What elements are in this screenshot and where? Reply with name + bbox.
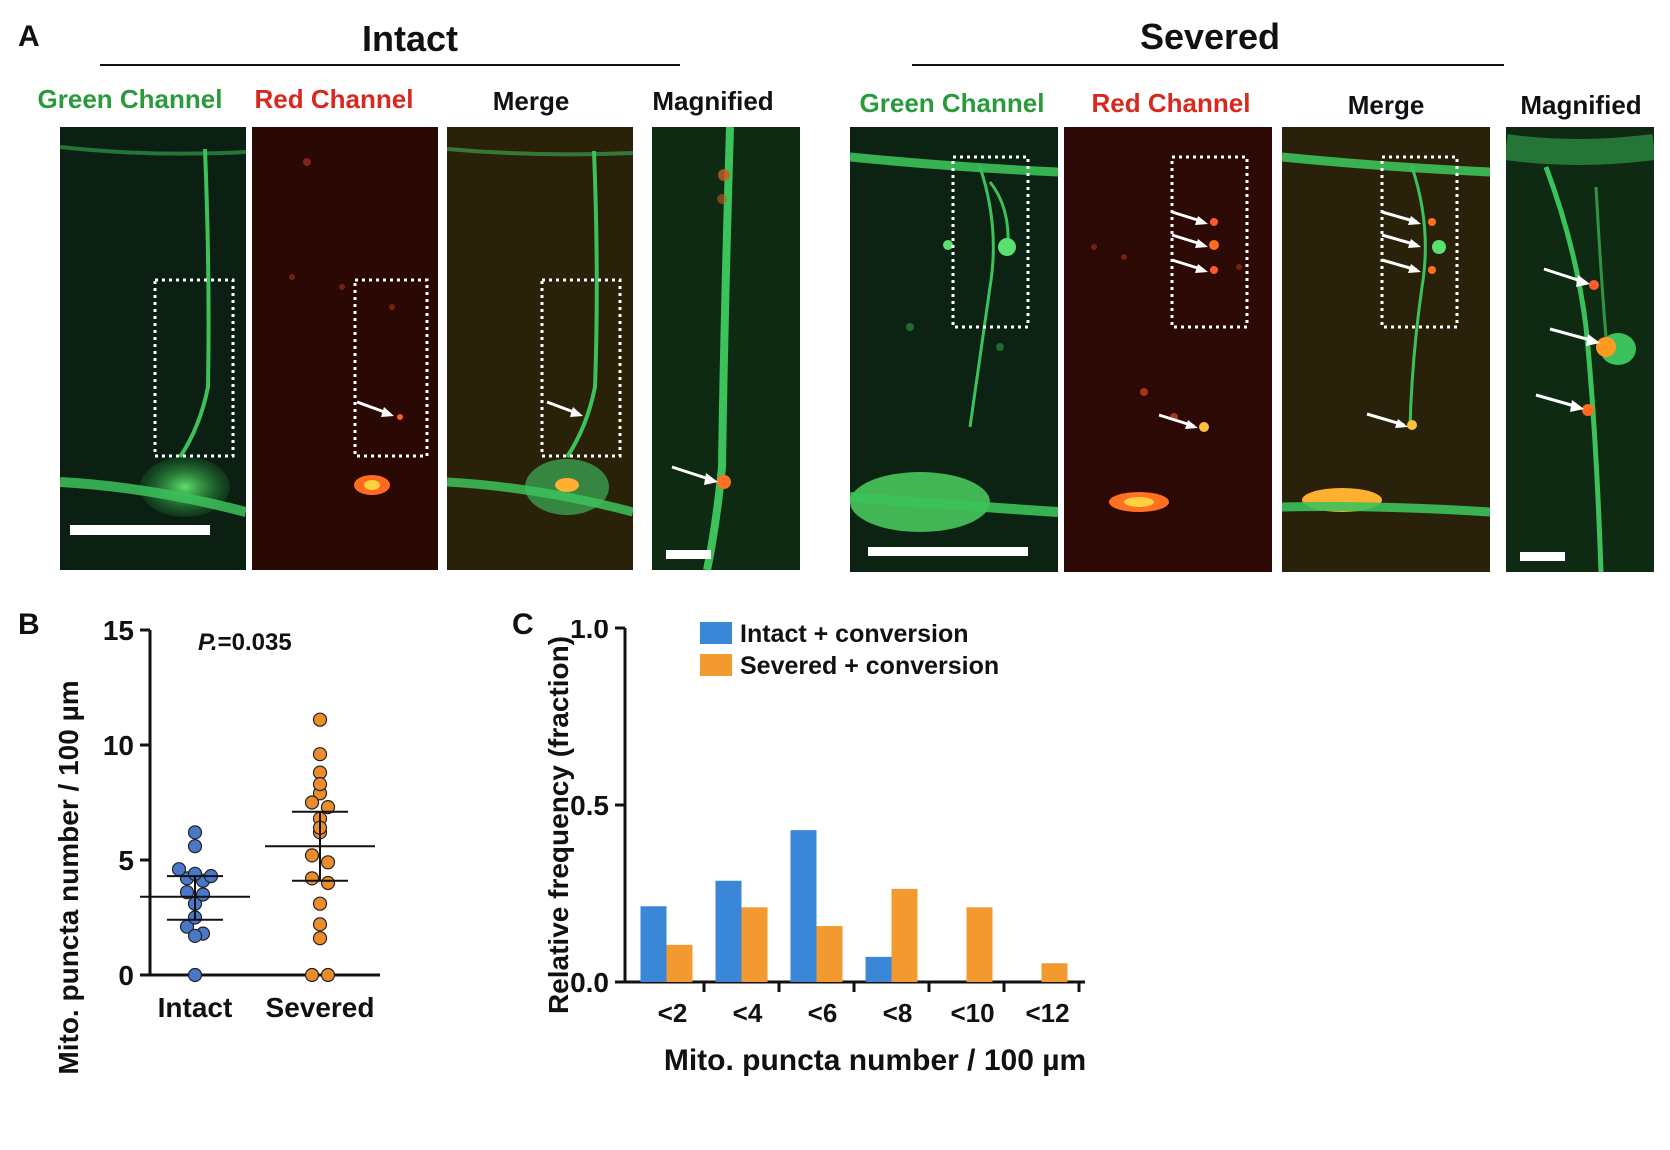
c-x-category-label: <6 bbox=[808, 998, 838, 1028]
intact-merge-label: Merge bbox=[492, 86, 570, 116]
c-x-axis-label: Mito. puncta number / 100 µm bbox=[664, 1044, 1086, 1077]
b-data-point bbox=[312, 712, 328, 727]
b-data-point bbox=[171, 862, 187, 877]
c-legend-swatch bbox=[700, 654, 732, 676]
intact-red-channel-label: Red Channel bbox=[254, 84, 414, 114]
b-data-point bbox=[187, 928, 203, 943]
severed-red-channel-label: Red Channel bbox=[1091, 88, 1251, 118]
severed-magnified-image bbox=[1506, 127, 1654, 572]
b-y-tick-label: 10 bbox=[103, 730, 134, 761]
c-bar bbox=[640, 906, 667, 982]
c-y-tick-label: 0.5 bbox=[570, 790, 609, 821]
panel-a-letter: A bbox=[18, 20, 40, 53]
severed-group-title: Severed bbox=[1139, 16, 1281, 57]
intact-green-image bbox=[60, 127, 246, 570]
intact-red-image bbox=[252, 127, 438, 570]
severed-merge-image bbox=[1282, 127, 1490, 572]
b-data-point bbox=[304, 967, 320, 983]
b-x-category-label: Severed bbox=[266, 992, 375, 1023]
b-p-value-annotation: P.=0.035 bbox=[198, 629, 292, 656]
panel-b-letter: B bbox=[18, 608, 40, 641]
intact-magnified-image bbox=[652, 127, 800, 570]
c-bar bbox=[666, 944, 693, 982]
c-y-tick-label: 1.0 bbox=[570, 620, 609, 644]
b-data-point bbox=[304, 848, 320, 863]
b-data-point bbox=[179, 885, 195, 900]
b-data-point bbox=[312, 777, 328, 792]
c-bar bbox=[816, 926, 843, 982]
severed-magnified-label: Magnified bbox=[1520, 90, 1642, 120]
c-bar bbox=[1041, 963, 1068, 982]
severed-merge-label: Merge bbox=[1347, 90, 1425, 120]
c-bar bbox=[741, 907, 768, 982]
c-x-category-label: <12 bbox=[1025, 998, 1069, 1028]
c-bar bbox=[966, 907, 993, 982]
c-bar bbox=[865, 956, 892, 982]
intact-magnified-label: Magnified bbox=[652, 86, 774, 116]
b-data-point bbox=[195, 887, 211, 902]
c-bar bbox=[891, 888, 918, 982]
b-data-point bbox=[320, 800, 336, 815]
c-x-category-label: <2 bbox=[658, 998, 688, 1028]
c-y-axis-label: Relative frequency (fraction) bbox=[543, 636, 574, 1014]
b-y-tick-label: 5 bbox=[118, 845, 134, 876]
b-data-point bbox=[320, 855, 336, 870]
intact-merge-image bbox=[447, 127, 633, 570]
b-data-point bbox=[187, 825, 203, 840]
b-data-point bbox=[320, 875, 336, 891]
b-data-point bbox=[312, 931, 328, 946]
b-data-point bbox=[304, 795, 320, 810]
panel-c-letter: C bbox=[512, 608, 534, 641]
c-x-category-label: <4 bbox=[733, 998, 763, 1028]
b-data-point bbox=[187, 839, 203, 854]
b-data-point bbox=[187, 967, 203, 983]
b-data-point bbox=[312, 896, 328, 911]
c-legend-label: Intact + conversion bbox=[740, 620, 969, 648]
severed-red-image bbox=[1064, 127, 1272, 572]
c-bar bbox=[715, 880, 742, 982]
intact-group-title: Intact bbox=[361, 18, 458, 59]
b-x-category-label: Intact bbox=[158, 992, 233, 1023]
b-y-tick-label: 15 bbox=[103, 620, 134, 646]
b-y-axis-label: Mito. puncta number / 100 µm bbox=[53, 680, 84, 1074]
c-bar bbox=[790, 830, 817, 982]
c-legend-label: Severed + conversion bbox=[740, 652, 999, 680]
severed-green-image bbox=[850, 127, 1058, 572]
c-y-tick-label: 0.0 bbox=[570, 967, 609, 998]
c-x-category-label: <8 bbox=[883, 998, 913, 1028]
severed-green-channel-label: Green Channel bbox=[859, 88, 1045, 118]
b-data-point bbox=[312, 917, 328, 932]
severed-group-line bbox=[912, 64, 1504, 66]
intact-group-line bbox=[100, 64, 680, 66]
panel-b-scatter-chart: 0 5 10 15 Mito. puncta number / 100 µm P.=0.0… bbox=[53, 620, 380, 1075]
intact-green-channel-label: Green Channel bbox=[37, 84, 223, 114]
b-data-point bbox=[312, 747, 328, 762]
b-data-point bbox=[304, 871, 320, 886]
c-x-category-label: <10 bbox=[950, 998, 994, 1028]
b-y-tick-label: 0 bbox=[118, 960, 134, 991]
c-legend-swatch bbox=[700, 622, 732, 644]
b-data-point bbox=[320, 967, 336, 983]
